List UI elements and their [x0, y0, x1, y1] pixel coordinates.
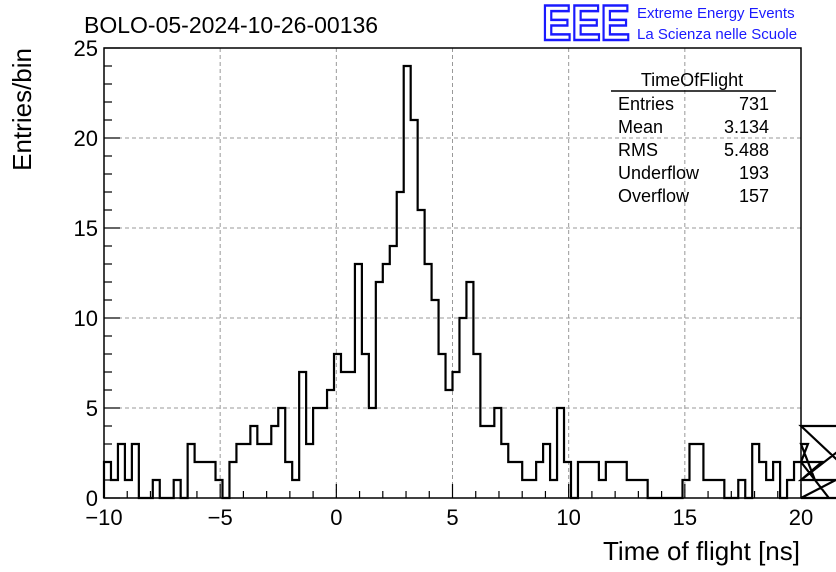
stats-title: TimeOfFlight: [641, 70, 743, 90]
x-tick-label: 5: [446, 505, 458, 530]
x-axis-title: Time of flight [ns]: [603, 536, 800, 566]
stats-value-underflow: 193: [739, 163, 769, 183]
logo-line-1: Extreme Energy Events: [637, 5, 795, 22]
logo-line-2: La Scienza nelle Scuole: [637, 26, 797, 43]
tick-labels: −10 −5 0 5 10 15 20 0 5 10 15 20 25: [74, 36, 814, 530]
y-tick-label: 10: [74, 306, 98, 331]
y-tick-label: 20: [74, 126, 98, 151]
stats-label-underflow: Underflow: [618, 163, 700, 183]
stats-value-rms: 5.488: [724, 140, 769, 160]
histogram-bars: [102, 64, 836, 500]
stats-label-mean: Mean: [618, 117, 663, 137]
histogram-outline: [102, 64, 836, 500]
stats-box: TimeOfFlight Entries 731 Mean 3.134 RMS …: [611, 70, 776, 206]
x-tick-label: 15: [673, 505, 697, 530]
axis-ticks: [103, 47, 802, 499]
logo-mark: EEE: [542, 0, 630, 51]
x-tick-label: 20: [789, 505, 813, 530]
stats-label-rms: RMS: [618, 140, 658, 160]
y-axis-title: Entries/bin: [7, 48, 37, 171]
x-tick-label: 10: [556, 505, 580, 530]
stats-label-overflow: Overflow: [618, 186, 690, 206]
x-tick-label: −5: [208, 505, 233, 530]
y-tick-label: 0: [86, 486, 98, 511]
y-tick-label: 15: [74, 216, 98, 241]
y-tick-label: 25: [74, 36, 98, 61]
x-tick-label: −10: [85, 505, 122, 530]
stats-value-mean: 3.134: [724, 117, 769, 137]
stats-label-entries: Entries: [618, 94, 674, 114]
y-tick-label: 5: [86, 396, 98, 421]
stats-value-entries: 731: [739, 94, 769, 114]
x-tick-label: 0: [330, 505, 342, 530]
stats-value-overflow: 157: [739, 186, 769, 206]
eee-logo: EEE Extreme Energy Events La Scienza nel…: [541, 0, 797, 52]
grid-lines: [104, 48, 801, 498]
chart-title: BOLO-05-2024-10-26-00136: [84, 12, 378, 38]
